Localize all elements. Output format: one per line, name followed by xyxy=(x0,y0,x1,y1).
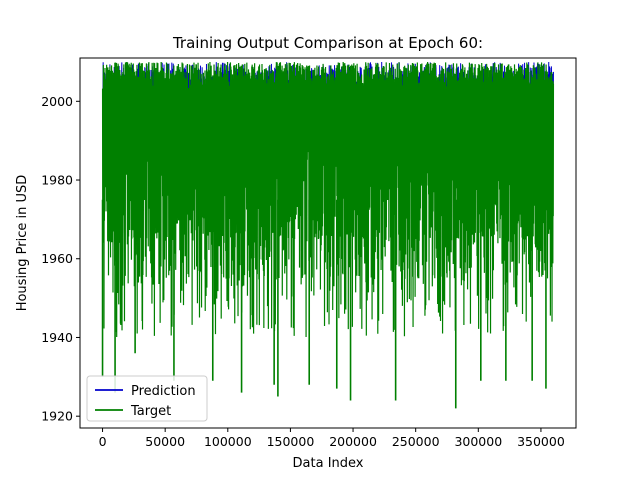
legend-label-prediction: Prediction xyxy=(131,384,196,399)
x-tick-label: 50000 xyxy=(145,434,185,449)
y-axis: 1920 1940 1960 1980 2000 xyxy=(41,94,80,424)
legend-label-target: Target xyxy=(130,404,171,419)
series-target-line xyxy=(101,61,555,337)
y-tick-label: 2000 xyxy=(41,94,73,109)
x-tick-label: 200000 xyxy=(329,434,377,449)
y-tick-label: 1960 xyxy=(41,251,73,266)
x-tick-label: 150000 xyxy=(267,434,315,449)
chart-title: Training Output Comparison at Epoch 60: xyxy=(172,34,483,52)
x-tick-label: 300000 xyxy=(454,434,502,449)
y-tick-label: 1980 xyxy=(41,173,73,188)
x-tick-label: 0 xyxy=(99,434,107,449)
y-tick-label: 1940 xyxy=(41,330,73,345)
y-axis-label: Housing Price in USD xyxy=(15,175,30,312)
y-tick-label: 1920 xyxy=(41,409,73,424)
x-tick-label: 250000 xyxy=(392,434,440,449)
legend: Prediction Target xyxy=(86,375,208,422)
x-axis: 0 50000 100000 150000 200000 250000 300000 3500… xyxy=(99,428,565,449)
x-tick-label: 350000 xyxy=(517,434,565,449)
plot-frame xyxy=(79,57,577,429)
x-tick-label: 100000 xyxy=(204,434,252,449)
x-axis-label: Data Index xyxy=(293,456,364,471)
plot-area-series xyxy=(101,61,555,409)
